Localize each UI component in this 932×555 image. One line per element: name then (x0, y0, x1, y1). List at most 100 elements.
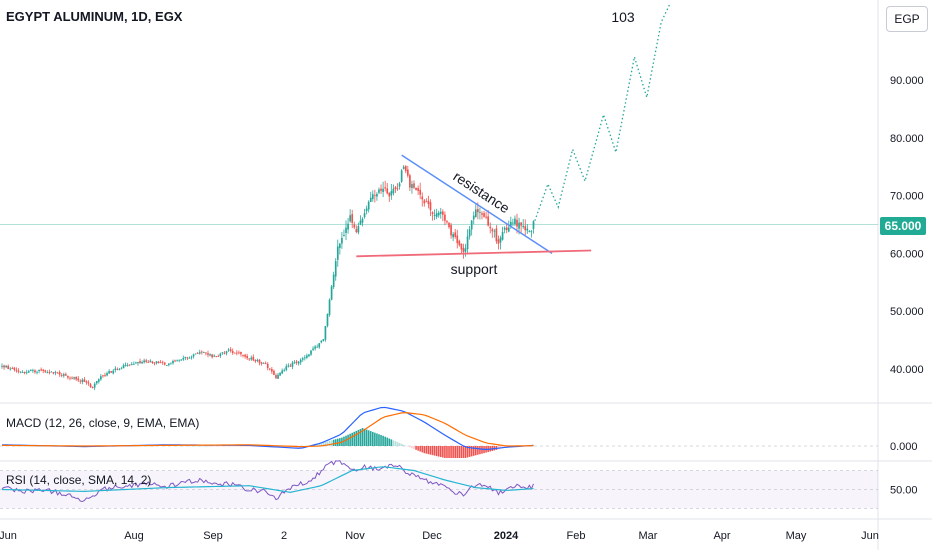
time-tick-label: Sep (203, 530, 223, 542)
candle-body (268, 368, 271, 370)
price-axis: 40.000 50.000 60.000 70.000 80.000 90.000 (890, 75, 924, 376)
candle-body (21, 372, 24, 373)
macd-histogram-bar (400, 443, 403, 446)
macd-histogram-bar (336, 438, 339, 446)
macd-histogram-bar (468, 446, 471, 457)
candle-body (429, 202, 432, 211)
candle-body (231, 350, 234, 354)
macd-histogram-bar (231, 446, 234, 447)
candle-body (168, 363, 170, 366)
macd-histogram-bar (423, 446, 426, 454)
macd-histogram-bar (345, 435, 347, 446)
macd-histogram-bar (326, 441, 329, 446)
candle-body (427, 200, 430, 205)
candle-body (198, 352, 201, 354)
macd-histogram-bar (347, 434, 349, 446)
candle-body (250, 357, 253, 360)
candle-body (120, 368, 123, 370)
candle-body (116, 368, 119, 370)
macd-histogram-bar (283, 446, 286, 448)
candle-body (172, 360, 174, 364)
candle-body (493, 230, 496, 232)
candle-body (128, 364, 131, 366)
macd-histogram-bar (429, 446, 432, 455)
candle-body (112, 370, 115, 374)
candle-body (71, 377, 73, 379)
candle-body (437, 212, 440, 216)
candle-body (446, 221, 448, 223)
candle-body (433, 214, 436, 216)
macd-histogram-bar (320, 443, 323, 446)
candle-body (3, 365, 5, 368)
candle-body (386, 188, 389, 194)
candle-body (77, 378, 80, 381)
candle-body (497, 239, 500, 244)
candle-body (141, 362, 143, 364)
support-line (356, 249, 592, 258)
macd-histogram-bar (285, 446, 288, 448)
candle-body (75, 376, 78, 380)
candle-body (194, 353, 197, 355)
candle-body (472, 215, 475, 220)
candle-body (439, 211, 442, 214)
candle-body (50, 371, 53, 373)
candle-body (5, 365, 7, 368)
candle-body (347, 223, 349, 230)
candle-body (211, 354, 213, 358)
macd-histogram-bar (215, 446, 218, 447)
chart-title: EGYPT ALUMINUM, 1D, EGX (6, 9, 183, 24)
candle-body (229, 349, 232, 352)
candle-body (174, 360, 176, 362)
candle-body (54, 372, 57, 374)
macd-histogram-bar (479, 446, 481, 455)
macd-histogram-bar (413, 446, 415, 449)
candle-body (532, 221, 535, 229)
macd-histogram-bar (382, 435, 384, 446)
candle-body (470, 220, 473, 230)
candle-body (371, 194, 374, 200)
candle-body (454, 232, 457, 237)
candle-body (293, 362, 296, 364)
candle-body (365, 208, 368, 212)
candle-body (130, 364, 133, 365)
candle-body (17, 370, 20, 372)
candle-body (452, 234, 454, 238)
candle-body (308, 354, 310, 357)
candle-body (190, 356, 193, 358)
macd-histogram-bar (376, 433, 378, 446)
candle-body (67, 375, 69, 378)
macd-histogram-bar (444, 446, 446, 458)
candle-body (349, 215, 351, 222)
macd-histogram-bar (219, 446, 222, 447)
candle-body (42, 369, 45, 371)
time-tick-label: Mar (639, 530, 658, 542)
macd-histogram-bar (374, 432, 376, 446)
candle-body (501, 231, 504, 240)
candle-body (238, 352, 240, 354)
candle-body (48, 372, 51, 373)
currency-button[interactable]: EGP (886, 6, 928, 32)
candle-body (87, 382, 90, 384)
candle-body (271, 369, 273, 372)
candle-body (79, 380, 82, 382)
candle-body (516, 219, 518, 227)
candle-body (153, 362, 156, 364)
candle-body (279, 372, 281, 376)
candle-body (468, 229, 471, 237)
time-tick-label: Dec (422, 530, 442, 542)
candle-body (100, 376, 102, 380)
resistance-line (401, 154, 553, 255)
macd-histogram-bar (398, 443, 401, 446)
macd-histogram-bar (448, 446, 450, 458)
candle-body (483, 213, 485, 217)
candle-body (213, 355, 216, 357)
time-tick-label: 2 (281, 530, 287, 542)
macd-histogram-bar (475, 446, 477, 456)
candle-body (287, 365, 290, 367)
candle-body (299, 359, 302, 363)
macd-histogram-bar (431, 446, 434, 456)
candle-body (15, 369, 18, 371)
candle-body (275, 375, 277, 379)
